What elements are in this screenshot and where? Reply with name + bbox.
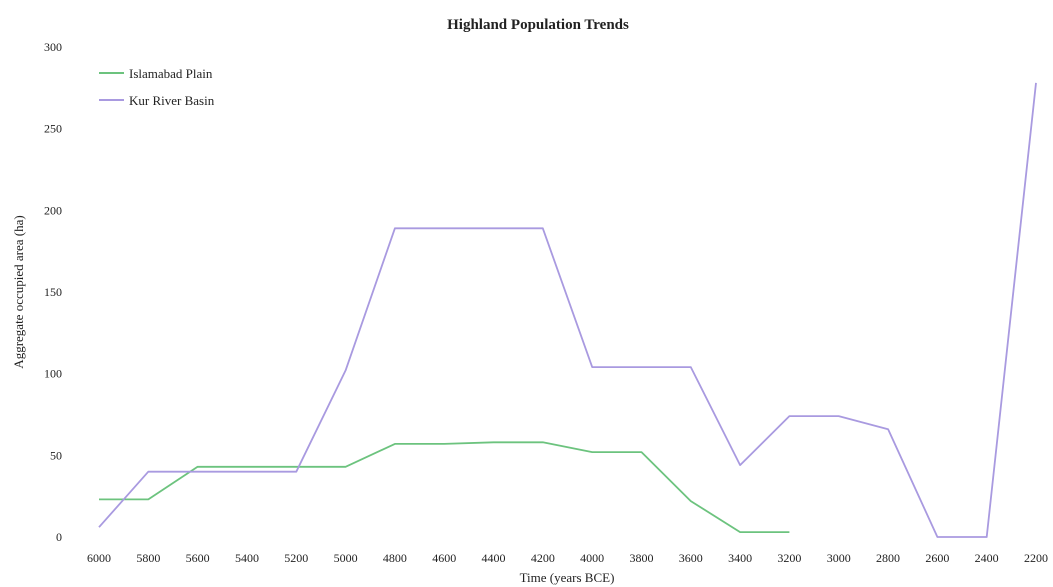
x-tick-label: 4400	[482, 551, 506, 565]
x-tick-label: 3600	[679, 551, 703, 565]
y-tick-label: 50	[50, 448, 62, 462]
x-tick-label: 3200	[777, 551, 801, 565]
x-tick-label: 5600	[186, 551, 210, 565]
series-lines	[98, 82, 1037, 538]
series-line	[98, 82, 1037, 538]
x-tick-label: 2400	[975, 551, 999, 565]
x-tick-label: 5800	[136, 551, 160, 565]
x-tick-label: 5200	[284, 551, 308, 565]
x-tick-label: 2200	[1024, 551, 1048, 565]
y-tick-label: 0	[56, 530, 62, 544]
legend-label: Islamabad Plain	[129, 66, 213, 81]
x-tick-label: 3800	[629, 551, 653, 565]
y-tick-label: 150	[44, 285, 62, 299]
x-tick-label: 6000	[87, 551, 111, 565]
series-line	[99, 441, 790, 533]
x-tick-label: 5400	[235, 551, 259, 565]
x-tick-label: 4800	[383, 551, 407, 565]
chart-legend: Islamabad Plain Kur River Basin	[99, 66, 215, 108]
y-tick-label: 300	[44, 40, 62, 54]
y-axis-title: Aggregate occupied area (ha)	[11, 215, 26, 368]
legend-label: Kur River Basin	[129, 93, 215, 108]
y-tick-label: 250	[44, 122, 62, 136]
x-tick-label: 5000	[334, 551, 358, 565]
y-tick-label: 200	[44, 203, 62, 217]
y-tick-label: 100	[44, 367, 62, 381]
x-tick-label: 3400	[728, 551, 752, 565]
x-tick-label: 3000	[827, 551, 851, 565]
chart-title: Highland Population Trends	[447, 17, 629, 33]
y-axis-ticks: 0 50 100 150 200 250 300	[44, 40, 62, 544]
x-tick-label: 4600	[432, 551, 456, 565]
series-1	[98, 82, 1037, 538]
series-0	[98, 441, 790, 533]
x-axis-title: Time (years BCE)	[520, 570, 615, 585]
x-tick-label: 2800	[876, 551, 900, 565]
x-tick-label: 2600	[925, 551, 949, 565]
x-axis-ticks: 6000 5800 5600 5400 5200 5000 4800 4600 4400 4200…	[87, 551, 1048, 565]
x-tick-label: 4000	[580, 551, 604, 565]
x-tick-label: 4200	[531, 551, 555, 565]
